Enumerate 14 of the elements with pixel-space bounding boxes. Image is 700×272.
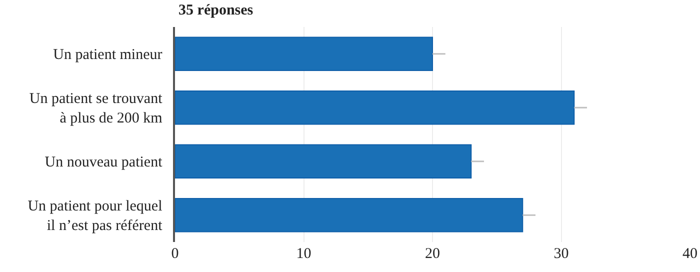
- bar: [175, 198, 524, 232]
- y-tick-label: Un nouveau patient: [44, 154, 164, 171]
- x-tick-label: 40: [682, 246, 698, 262]
- bar: [175, 36, 433, 72]
- y-tick-label: Un patient pour lequel il n’est pas référent: [28, 198, 164, 234]
- chart-title: 35 réponses: [178, 2, 254, 18]
- bar: [175, 90, 575, 125]
- x-tick-label: 0: [171, 246, 179, 262]
- y-tick-label: Un patient mineur: [53, 47, 162, 64]
- x-tick-label: 20: [425, 246, 440, 262]
- y-tick-label: Un patient se trouvant à plus de 200 km: [29, 91, 164, 127]
- bar: [175, 144, 472, 179]
- x-tick-label: 10: [296, 246, 312, 262]
- x-tick-label: 30: [554, 246, 569, 262]
